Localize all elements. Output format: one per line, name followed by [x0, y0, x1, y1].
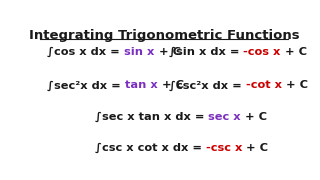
Text: + C: + C: [155, 47, 180, 57]
Text: -cot x: -cot x: [246, 80, 282, 90]
Text: ∫csc x cot x dx =: ∫csc x cot x dx =: [95, 143, 205, 153]
Text: + C: + C: [281, 47, 307, 57]
Text: + C: + C: [242, 143, 268, 153]
Text: ∫sin x dx =: ∫sin x dx =: [169, 47, 244, 57]
Text: + C: + C: [158, 80, 184, 90]
Text: -cos x: -cos x: [244, 47, 281, 57]
Text: + C: + C: [241, 112, 267, 122]
Text: ∫cos x dx =: ∫cos x dx =: [47, 47, 124, 57]
Text: + C: + C: [282, 80, 308, 90]
Text: ∫csc²x dx =: ∫csc²x dx =: [169, 80, 246, 91]
Text: ∫sec²x dx =: ∫sec²x dx =: [47, 80, 125, 91]
Text: tan x: tan x: [125, 80, 158, 90]
Text: Integrating Trigonometric Functions: Integrating Trigonometric Functions: [29, 28, 299, 42]
Text: ∫sec x tan x dx =: ∫sec x tan x dx =: [95, 112, 208, 122]
Text: sec x: sec x: [208, 112, 241, 122]
Text: sin x: sin x: [124, 47, 155, 57]
Text: -csc x: -csc x: [205, 143, 242, 153]
